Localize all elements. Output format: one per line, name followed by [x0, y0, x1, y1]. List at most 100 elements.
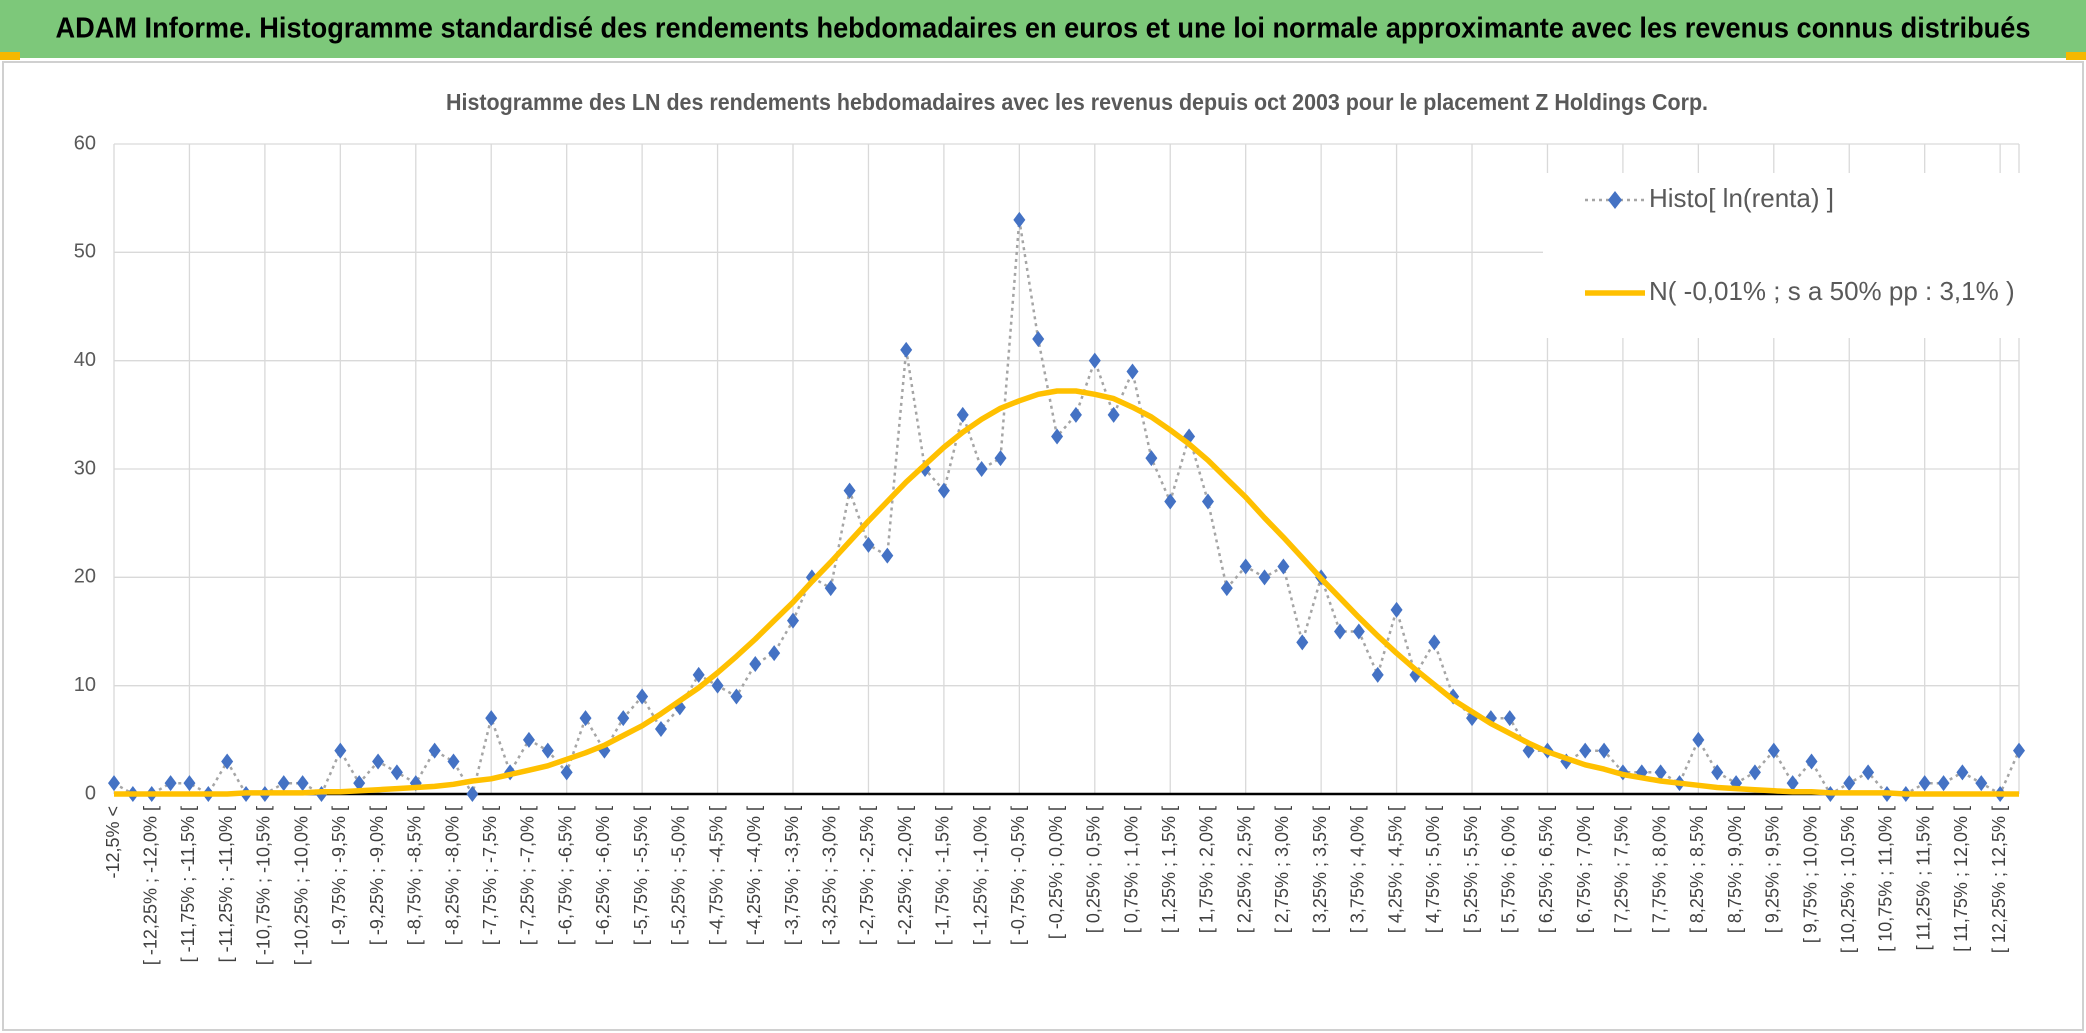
- marker: [296, 775, 309, 792]
- x-tick-label: [ -5,25% ; -5,0% [: [669, 806, 689, 945]
- x-tick-label: [ 10,75% ; 11,0% [: [1876, 806, 1896, 952]
- x-tick-label: [ -12,25% ; -12,0% [: [140, 806, 160, 965]
- marker: [1201, 493, 1214, 510]
- marker: [843, 482, 856, 499]
- x-tick-label: [ -4,25% ; -4,0% [: [744, 806, 764, 945]
- marker: [1239, 558, 1252, 575]
- y-tick-label: 30: [74, 457, 96, 479]
- x-tick-label: [ -6,75% ; -6,5% [: [555, 806, 575, 945]
- x-tick-label: [ -0,75% ; -0,5% [: [1008, 806, 1028, 945]
- y-tick-label: 10: [74, 674, 96, 696]
- marker: [692, 666, 705, 683]
- marker: [164, 775, 177, 792]
- x-tick-label: [ 1,25% ; 1,5% [: [1159, 806, 1179, 933]
- x-tick-label: [ -8,25% ; -8,0% [: [442, 806, 462, 945]
- x-tick-label: [ -8,75% ; -8,5% [: [405, 806, 425, 945]
- x-tick-label: [ 6,25% ; 6,5% [: [1536, 806, 1556, 933]
- x-tick-label: [ -1,25% ; -1,0% [: [970, 806, 990, 945]
- chart-frame: [2, 61, 2084, 1031]
- x-tick-label: [ 4,75% ; 5,0% [: [1423, 806, 1443, 933]
- x-tick-label: [ 2,25% ; 2,5% [: [1234, 806, 1254, 933]
- legend-marker: [1608, 191, 1622, 209]
- x-tick-label: -12,5% <: [103, 806, 123, 879]
- marker: [485, 710, 498, 727]
- marker: [617, 710, 630, 727]
- marker: [768, 645, 781, 662]
- x-tick-label: [ 1,75% ; 2,0% [: [1197, 806, 1217, 933]
- x-tick-label: [ 3,75% ; 4,0% [: [1348, 806, 1368, 933]
- marker: [1277, 558, 1290, 575]
- marker: [1862, 764, 1875, 781]
- marker: [560, 764, 573, 781]
- marker: [1598, 742, 1611, 759]
- marker: [1805, 753, 1818, 770]
- x-tick-label: [ -3,25% ; -3,0% [: [819, 806, 839, 945]
- x-tick-label: [ 9,75% ; 10,0% [: [1800, 806, 1820, 943]
- x-tick-label: [ 7,25% ; 7,5% [: [1612, 806, 1632, 933]
- x-tick-label: [ 9,25% ; 9,5% [: [1763, 806, 1783, 933]
- marker: [108, 775, 120, 792]
- marker: [1220, 580, 1233, 597]
- marker: [1767, 742, 1780, 759]
- marker: [1918, 775, 1931, 792]
- x-tick-label: [ -6,25% ; -6,0% [: [593, 806, 613, 945]
- marker: [1428, 634, 1441, 651]
- marker: [1843, 775, 1856, 792]
- marker: [522, 731, 535, 748]
- marker: [221, 753, 234, 770]
- marker: [749, 656, 762, 672]
- marker: [1711, 764, 1724, 781]
- x-tick-label: [ 5,25% ; 5,5% [: [1461, 806, 1481, 933]
- x-tick-label: [ 12,25% ; 12,5% [: [1989, 806, 2009, 953]
- marker: [1333, 623, 1346, 640]
- marker: [1051, 428, 1064, 445]
- marker: [787, 612, 800, 629]
- y-tick-label: 50: [74, 241, 96, 263]
- marker: [390, 764, 403, 781]
- x-tick-label: [ -0,25% ; 0,0% [: [1046, 806, 1066, 939]
- legend-label: N( -0,01% ; s a 50% pp : 3,1% ): [1649, 276, 2015, 306]
- marker: [1390, 601, 1403, 618]
- marker: [1088, 352, 1101, 369]
- x-tick-label: [ 10,25% ; 10,5% [: [1838, 806, 1858, 953]
- marker: [541, 742, 554, 759]
- x-tick-label: [ 7,75% ; 8,0% [: [1649, 806, 1669, 933]
- x-tick-label: [ -1,75% ; -1,5% [: [933, 806, 953, 945]
- x-tick-label: [ -7,75% ; -7,5% [: [480, 806, 500, 945]
- x-tick-label: [ -10,75% ; -10,5% [: [254, 806, 274, 965]
- marker: [1296, 634, 1309, 651]
- corner-mark: [0, 52, 20, 60]
- marker: [277, 775, 290, 792]
- legend-label: Histo[ ln(renta) ]: [1649, 183, 1834, 213]
- series-line: [114, 388, 2019, 797]
- x-tick-label: [ 5,75% ; 6,0% [: [1498, 806, 1518, 933]
- marker: [1107, 406, 1120, 423]
- x-tick-label: [ -5,75% ; -5,5% [: [631, 806, 651, 945]
- marker: [937, 482, 950, 499]
- x-tick-label: [ -2,25% ; -2,0% [: [895, 806, 915, 945]
- header-title: ADAM Informe. Histogramme standardisé de…: [56, 13, 2031, 45]
- chart-title: Histogramme des LN des rendements hebdom…: [446, 89, 1708, 115]
- x-tick-label: [ 11,75% ; 12,0% [: [1951, 806, 1971, 952]
- marker: [975, 461, 988, 477]
- x-tick-label: [ 0,75% ; 1,0% [: [1121, 806, 1141, 933]
- marker: [711, 677, 724, 694]
- marker: [1371, 666, 1384, 683]
- y-tick-label: 60: [74, 132, 96, 154]
- x-tick-label: [ -3,75% ; -3,5% [: [782, 806, 802, 945]
- x-tick-label: [ 4,25% ; 4,5% [: [1385, 806, 1405, 933]
- marker: [900, 341, 913, 358]
- marker: [636, 688, 649, 705]
- x-tick-label: [ 0,25% ; 0,5% [: [1084, 806, 1104, 933]
- marker: [1654, 764, 1667, 781]
- marker: [579, 710, 592, 727]
- y-tick-label: 40: [74, 349, 96, 371]
- x-tick-label: [ -10,25% ; -10,0% [: [291, 806, 311, 965]
- marker: [730, 688, 743, 705]
- x-tick-label: [ -11,25% ; -11,0% [: [216, 806, 236, 962]
- marker: [1032, 331, 1045, 347]
- marker: [1164, 493, 1177, 510]
- x-tick-label: [ 3,25% ; 3,5% [: [1310, 806, 1330, 933]
- marker: [1975, 775, 1988, 792]
